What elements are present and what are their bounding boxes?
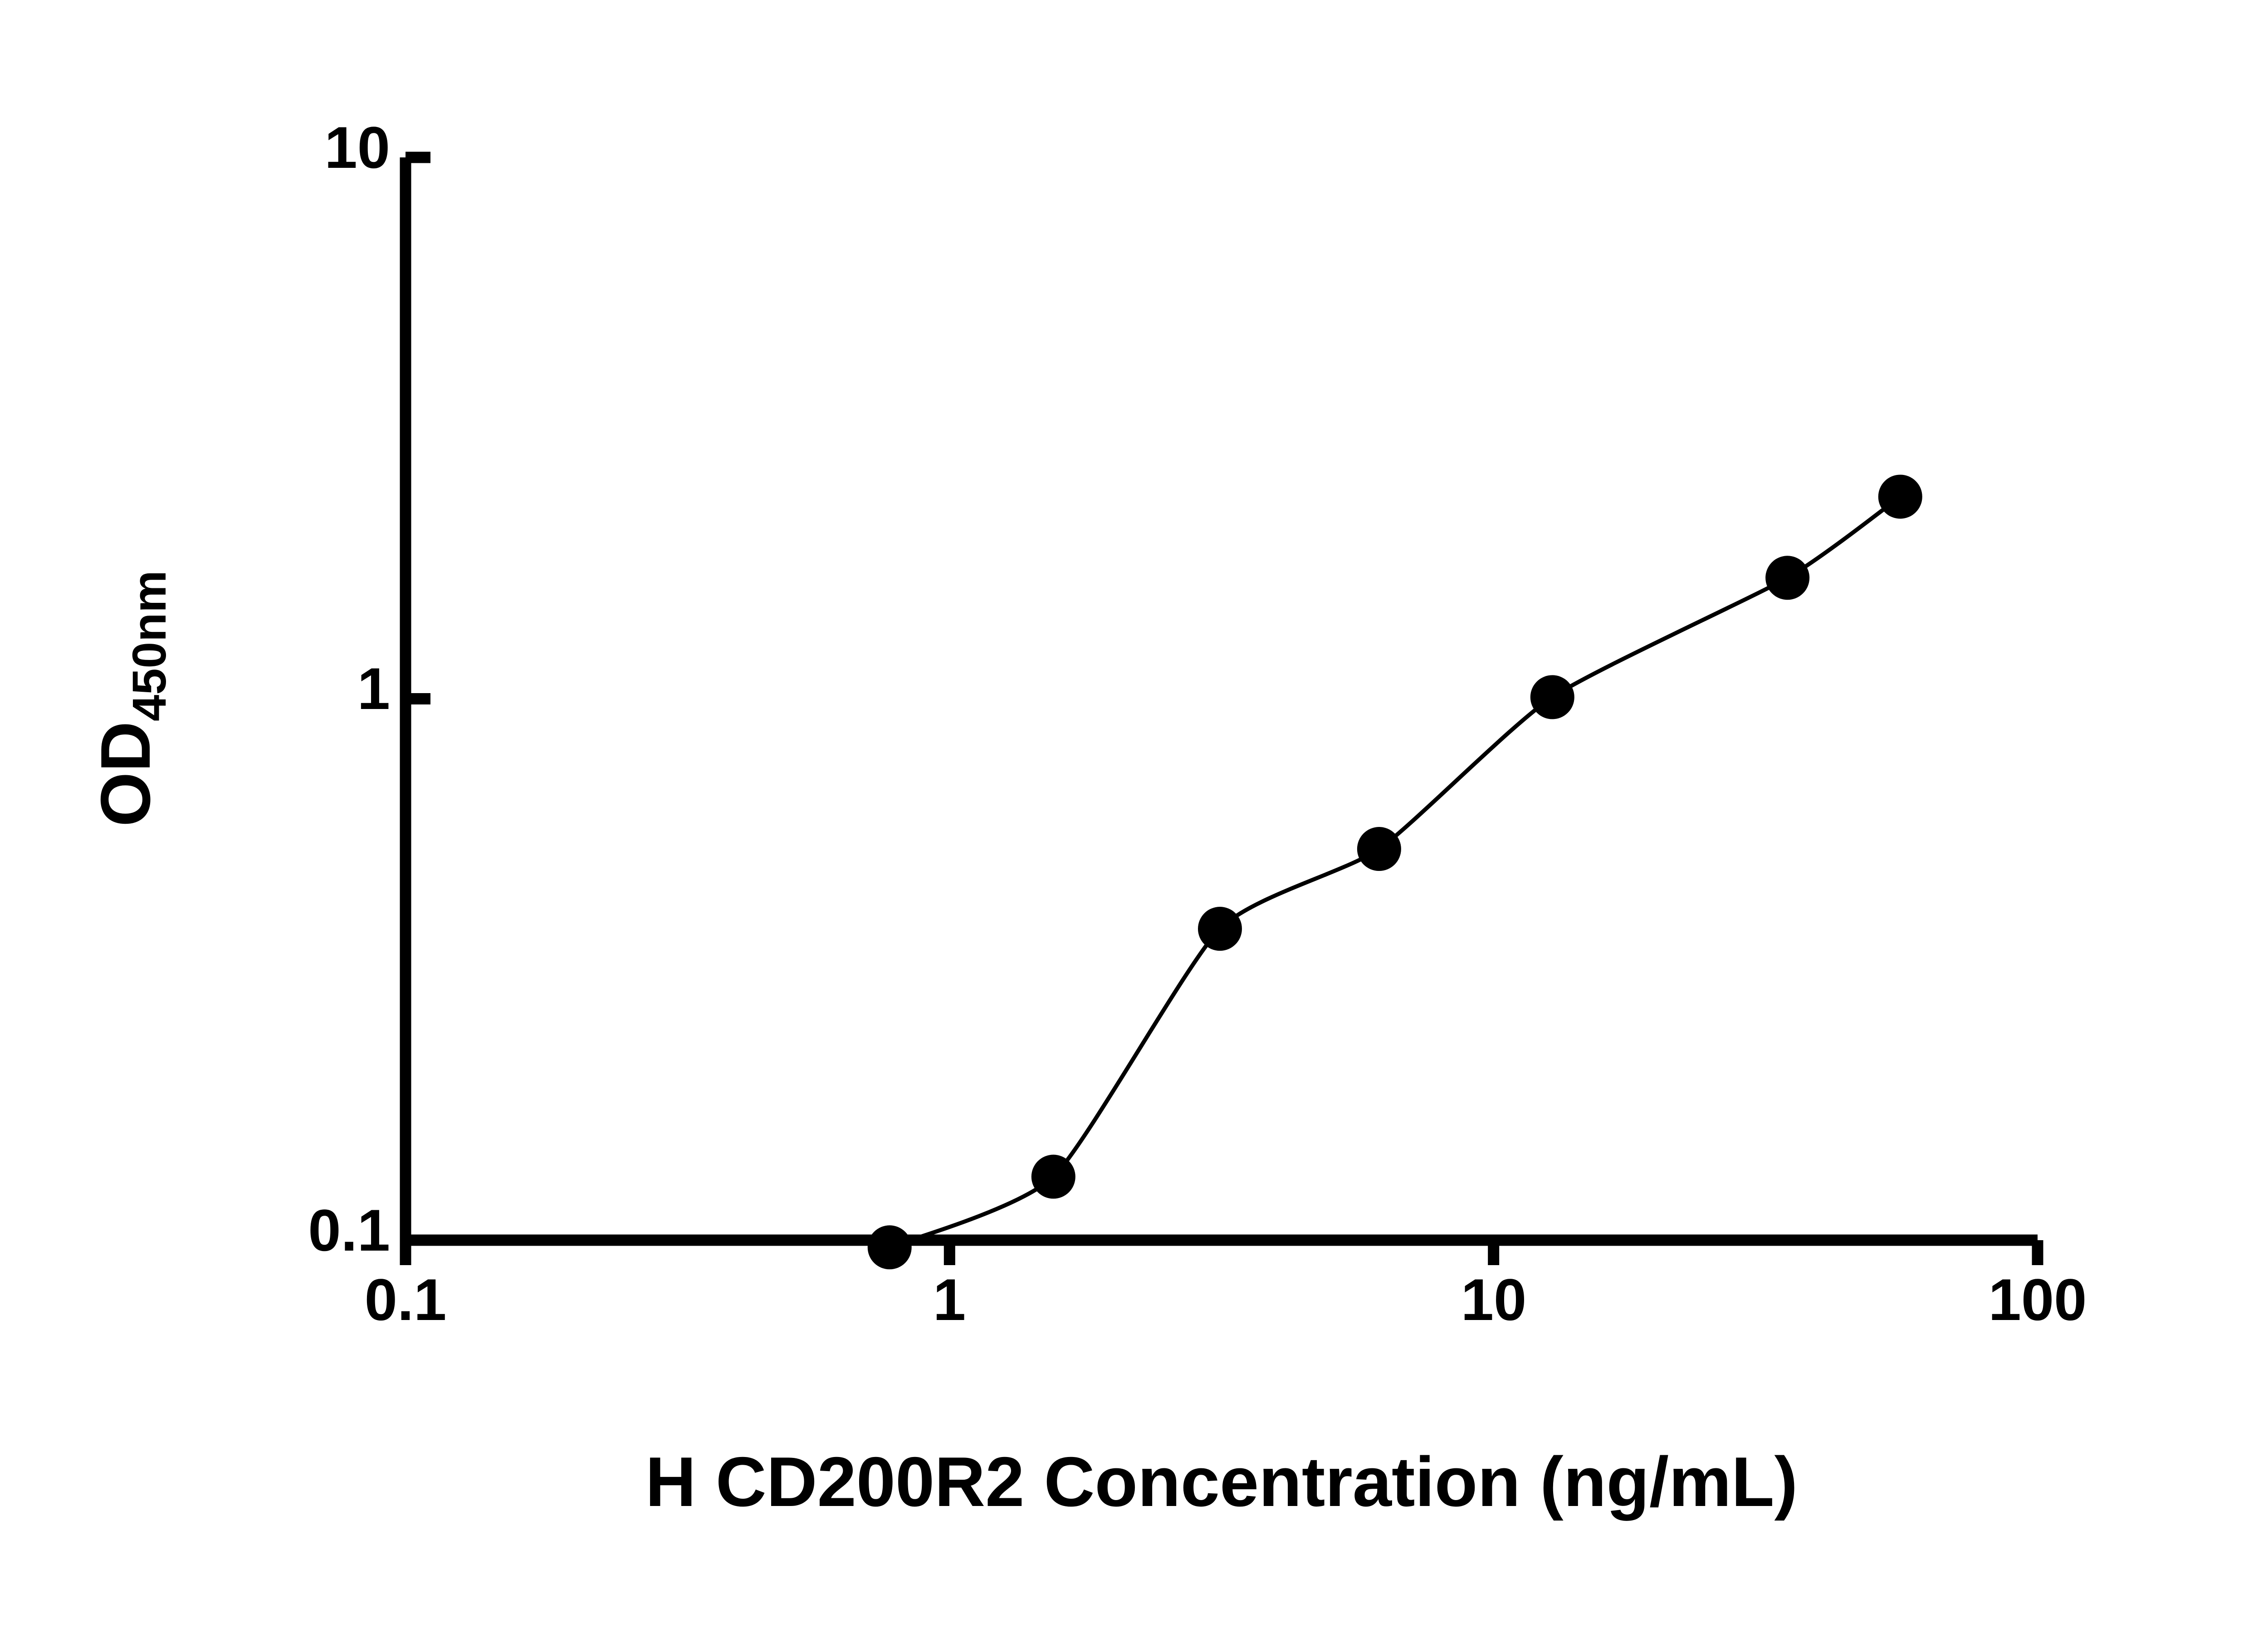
svg-text:H CD200R2 Concentration (ng/mL: H CD200R2 Concentration (ng/mL) (645, 1442, 1798, 1521)
svg-text:0.1: 0.1 (365, 1266, 447, 1333)
svg-text:0.1: 0.1 (308, 1197, 390, 1263)
svg-text:10: 10 (324, 114, 390, 181)
svg-text:1: 1 (933, 1266, 966, 1333)
svg-text:100: 100 (1989, 1266, 2087, 1333)
svg-text:1: 1 (357, 655, 390, 722)
svg-text:10: 10 (1461, 1266, 1527, 1333)
